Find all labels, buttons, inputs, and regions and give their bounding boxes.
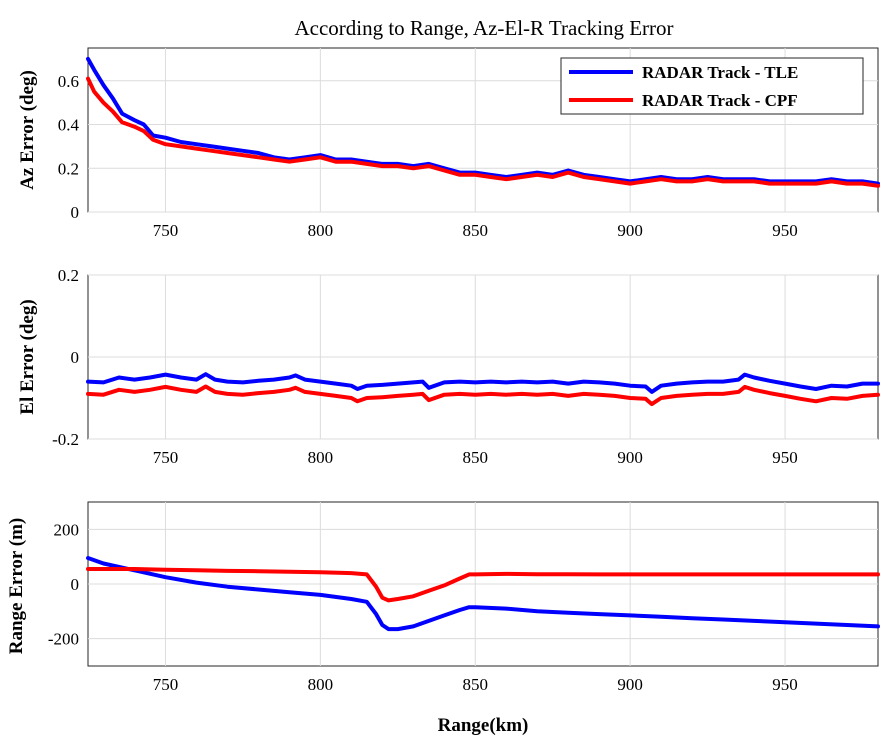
range-series-lines (86, 556, 880, 632)
chart-title: According to Range, Az-El-R Tracking Err… (294, 16, 673, 40)
range-x-tick-label: 800 (308, 675, 334, 694)
el-panel: 750 800 850 900 950 -0.2 0 0.2 El Error (deg) (17, 266, 880, 467)
el-series-tle-line (86, 372, 880, 394)
el-y-tick-label: 0.2 (58, 266, 79, 285)
range-x-tick-label: 900 (617, 675, 643, 694)
el-series-lines (86, 372, 880, 407)
el-series-cpf-line (86, 384, 880, 407)
az-y-tick-label: 0.2 (58, 159, 79, 178)
range-x-tick-label: 750 (153, 675, 179, 694)
range-y-tick-label: 200 (54, 520, 80, 539)
legend-box (560, 57, 864, 115)
az-y-tick-label: 0.4 (58, 116, 80, 135)
el-y-tick-label: 0 (71, 348, 80, 367)
el-y-axis-label: El Error (deg) (17, 299, 38, 414)
az-x-tick-label: 850 (463, 221, 489, 240)
el-x-tick-label: 800 (308, 448, 334, 467)
az-series-tle-line (86, 56, 880, 186)
az-series-lines (86, 56, 880, 188)
az-series-cpf-line (86, 76, 880, 188)
legend-label-cpf: RADAR Track - CPF (642, 91, 798, 110)
az-x-tick-label: 900 (617, 221, 643, 240)
el-x-tick-label: 900 (617, 448, 643, 467)
az-x-tick-labels: 750 800 850 900 950 (153, 221, 798, 240)
el-gridlines (88, 274, 878, 440)
az-panel: 750 800 850 900 950 0 0.2 0.4 0.6 Az Error (deg… (17, 47, 880, 240)
range-series-cpf-line (86, 567, 880, 603)
x-axis-label: Range(km) (438, 715, 529, 736)
az-y-axis-label: Az Error (deg) (17, 70, 38, 190)
el-x-tick-label: 750 (153, 448, 179, 467)
el-x-tick-label: 850 (463, 448, 489, 467)
range-x-tick-labels: 750 800 850 900 950 (153, 675, 798, 694)
el-x-tick-labels: 750 800 850 900 950 (153, 448, 798, 467)
az-x-tick-label: 800 (308, 221, 334, 240)
range-x-tick-label: 850 (463, 675, 489, 694)
el-y-tick-labels: -0.2 0 0.2 (52, 266, 79, 449)
el-x-tick-label: 950 (772, 448, 798, 467)
range-y-tick-label: 0 (71, 575, 80, 594)
az-x-tick-label: 750 (153, 221, 179, 240)
legend: RADAR Track - TLE RADAR Track - CPF (560, 57, 864, 115)
range-panel: 750 800 850 900 950 -200 0 200 Range Error (m)… (6, 501, 880, 736)
range-x-tick-label: 950 (772, 675, 798, 694)
az-y-tick-label: 0.6 (58, 72, 79, 91)
az-y-tick-label: 0 (71, 203, 80, 222)
az-x-tick-label: 950 (772, 221, 798, 240)
range-y-axis-label: Range Error (m) (6, 518, 27, 655)
range-y-tick-labels: -200 0 200 (48, 520, 79, 648)
range-y-tick-label: -200 (48, 630, 79, 649)
legend-label-tle: RADAR Track - TLE (642, 63, 798, 82)
el-y-tick-label: -0.2 (52, 430, 79, 449)
az-y-tick-labels: 0 0.2 0.4 0.6 (58, 72, 80, 222)
range-series-tle-line (86, 556, 880, 632)
